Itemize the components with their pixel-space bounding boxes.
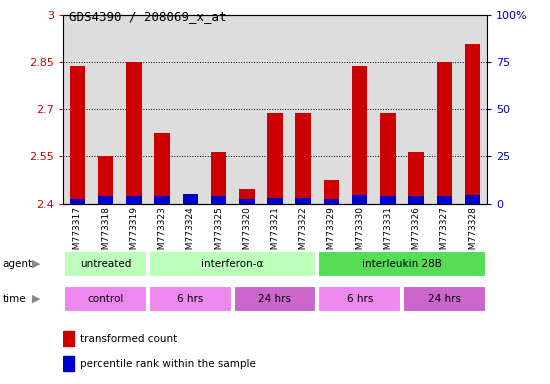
Text: 24 hrs: 24 hrs [258,293,292,304]
Text: GDS4390 / 208069_x_at: GDS4390 / 208069_x_at [69,10,226,23]
Bar [211,152,226,204]
Bar [324,180,339,204]
Bar [459,15,486,204]
Bar [289,15,317,204]
Bar [318,251,486,277]
Bar [239,189,255,204]
Bar [149,251,316,277]
Bar [239,199,255,204]
Bar [437,62,452,204]
Bar [63,356,74,371]
Bar [120,15,147,204]
Bar [98,196,113,204]
Bar [352,195,367,204]
Bar [267,198,283,204]
Text: interleukin 28B: interleukin 28B [362,259,442,269]
Text: ▶: ▶ [32,293,40,304]
Bar [70,199,85,204]
Bar [126,196,141,204]
Bar [98,157,113,204]
Bar [380,113,395,204]
Text: percentile rank within the sample: percentile rank within the sample [80,359,256,369]
Bar [155,133,170,204]
Bar [64,286,147,311]
Text: interferon-α: interferon-α [201,259,264,269]
Text: ▶: ▶ [32,259,40,269]
Bar [409,152,424,204]
Bar [205,15,232,204]
Bar [403,286,486,311]
Bar [431,15,458,204]
Bar [465,195,480,204]
Text: 6 hrs: 6 hrs [177,293,204,304]
Text: agent: agent [3,259,33,269]
Bar [148,15,176,204]
Bar [318,286,401,311]
Text: 24 hrs: 24 hrs [428,293,461,304]
Bar [346,15,373,204]
Text: time: time [3,293,26,304]
Text: untreated: untreated [80,259,131,269]
Bar [64,251,147,277]
Bar [126,62,141,204]
Bar [295,113,311,204]
Bar [63,331,74,346]
Text: transformed count: transformed count [80,334,178,344]
Bar [261,15,289,204]
Bar [324,199,339,204]
Bar [465,43,480,204]
Bar [70,66,85,204]
Text: control: control [87,293,124,304]
Bar [267,113,283,204]
Bar [374,15,401,204]
Bar [183,194,198,204]
Bar [183,199,198,204]
Bar [318,15,345,204]
Text: 6 hrs: 6 hrs [346,293,373,304]
Bar [92,15,119,204]
Bar [64,15,91,204]
Bar [177,15,204,204]
Bar [380,196,395,204]
Bar [437,196,452,204]
Bar [409,196,424,204]
Bar [233,15,261,204]
Bar [352,66,367,204]
Bar [149,286,232,311]
Bar [295,198,311,204]
Bar [155,196,170,204]
Bar [211,196,226,204]
Bar [403,15,430,204]
Bar [234,286,316,311]
